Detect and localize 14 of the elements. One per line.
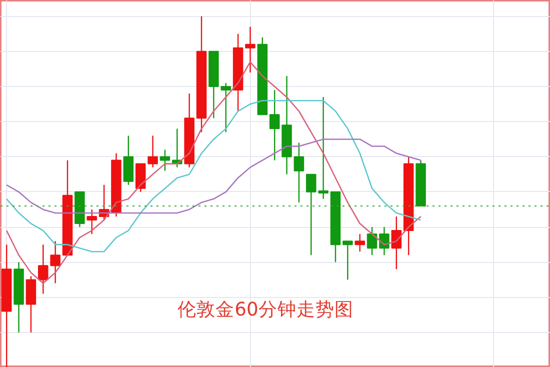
candlestick — [160, 149, 170, 172]
candlestick — [342, 240, 353, 280]
candlestick — [294, 142, 304, 204]
candlestick — [50, 240, 60, 284]
candlestick — [245, 26, 256, 74]
text: 伦敦金60分钟走势图 — [178, 300, 354, 320]
candlestick — [354, 233, 365, 252]
candlestick — [379, 226, 390, 256]
candlestick — [38, 244, 48, 294]
candlestick — [220, 82, 231, 133]
candlestick — [148, 135, 158, 168]
candlestick — [86, 208, 97, 235]
candlestick — [366, 226, 378, 256]
candlestick — [269, 89, 280, 161]
